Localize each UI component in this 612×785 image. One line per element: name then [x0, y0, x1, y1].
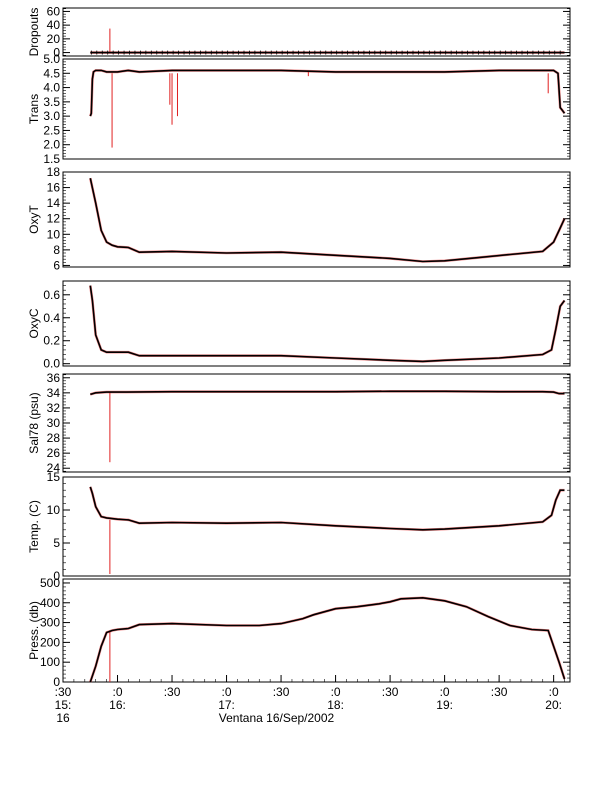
- y-tick-label: 40: [47, 18, 61, 32]
- y-axis-label: Dropouts: [27, 8, 41, 57]
- y-tick-label: 10: [47, 503, 61, 517]
- y-tick-label: 3.5: [43, 95, 60, 109]
- series-line: [89, 486, 565, 531]
- y-tick-label: 400: [40, 596, 60, 610]
- panel-6: 0 5 10 15 Temp. (C): [27, 470, 571, 583]
- x-tick-label: 15:: [55, 698, 72, 712]
- panel-frame: [62, 280, 571, 367]
- y-tick-label: 8: [53, 243, 60, 257]
- x-tick-label: :30: [273, 685, 290, 699]
- x-tick-label: :30: [164, 685, 181, 699]
- x-tick-label: 17:: [218, 698, 235, 712]
- x-tick-label: 16: [56, 711, 70, 725]
- y-tick-label: 300: [40, 616, 60, 630]
- y-tick-label: 60: [47, 4, 61, 18]
- y-axis-label: OxyT: [27, 205, 41, 234]
- y-tick-label: 1.5: [43, 152, 60, 166]
- x-tick-label: :30: [382, 685, 399, 699]
- panel-frame: [62, 58, 571, 160]
- raw-series-line: [89, 69, 566, 117]
- raw-series-line: [89, 177, 566, 263]
- y-tick-label: 15: [47, 470, 61, 484]
- y-tick-label: 0.0: [43, 357, 60, 371]
- y-tick-label: 5: [53, 536, 60, 550]
- y-tick-label: 6: [53, 258, 60, 272]
- panel-frame: [62, 578, 571, 683]
- y-tick-label: 26: [47, 446, 61, 460]
- series-line: [89, 285, 566, 363]
- x-tick-label: :0: [113, 685, 123, 699]
- x-tick-label: 20:: [545, 698, 562, 712]
- y-tick-label: 0.2: [43, 334, 60, 348]
- y-tick-label: 16: [47, 181, 61, 195]
- y-axis-label: Trans: [27, 94, 41, 124]
- y-tick-label: 14: [47, 196, 61, 210]
- series-line: [89, 69, 566, 117]
- y-tick-label: 24: [47, 461, 61, 475]
- y-tick-label: 500: [40, 576, 60, 590]
- y-tick-label: 0.4: [43, 311, 60, 325]
- y-tick-label: 0.6: [43, 288, 60, 302]
- y-tick-label: 2.0: [43, 138, 60, 152]
- y-tick-label: 0: [53, 569, 60, 583]
- y-tick-label: 30: [47, 416, 61, 430]
- x-tick-label: :30: [491, 685, 508, 699]
- y-tick-label: 2.5: [43, 123, 60, 137]
- panel-frame: [62, 476, 571, 577]
- x-tick-label: 18:: [327, 698, 344, 712]
- y-tick-label: 12: [47, 212, 61, 226]
- y-tick-label: 4.5: [43, 66, 60, 80]
- y-tick-label: 10: [47, 227, 61, 241]
- y-tick-label: 36: [47, 371, 61, 385]
- series-line: [89, 178, 566, 263]
- y-tick-label: 100: [40, 655, 60, 669]
- y-tick-label: 3.0: [43, 109, 60, 123]
- x-tick-label: :0: [549, 685, 559, 699]
- y-tick-label: 18: [47, 165, 61, 179]
- y-axis-label: Temp. (C): [27, 500, 41, 553]
- panel-frame: [62, 373, 571, 473]
- x-tick-label: :0: [440, 685, 450, 699]
- panel-2: 1.52.02.53.03.54.04.55.0 Trans: [27, 52, 571, 166]
- x-tick-label: 19:: [436, 698, 453, 712]
- y-tick-label: 0: [53, 675, 60, 689]
- y-tick-label: 4.0: [43, 81, 60, 95]
- y-tick-label: 28: [47, 431, 61, 445]
- series-line: [89, 596, 566, 683]
- y-tick-label: 20: [47, 32, 61, 46]
- x-tick-label: :0: [331, 685, 341, 699]
- raw-series-line: [89, 285, 566, 363]
- x-tick-label: 16:: [109, 698, 126, 712]
- y-axis-label: OxyC: [27, 308, 41, 338]
- panel-7: 0 100 200 300 400 500 Press. (db): [27, 576, 571, 689]
- panel-frame: [62, 171, 571, 268]
- x-tick-label: :30: [55, 685, 72, 699]
- x-axis: :3015:16:016::30:017::30:018::30:019::30…: [55, 675, 565, 725]
- x-tick-label: :0: [222, 685, 232, 699]
- y-tick-label: 34: [47, 386, 61, 400]
- y-tick-label: 32: [47, 401, 61, 415]
- y-axis-label: Press. (db): [27, 601, 41, 660]
- y-tick-label: 5.0: [43, 52, 60, 66]
- panel-frame: [62, 7, 571, 57]
- x-axis-title: Ventana 16/Sep/2002: [219, 711, 335, 725]
- chart-panels: 0204060Dropouts1.52.02.53.03.54.04.55.0T…: [27, 4, 571, 689]
- y-tick-label: 200: [40, 635, 60, 649]
- y-axis-label: Sal78 (psu): [27, 392, 41, 453]
- series-line: [90, 390, 565, 396]
- y-tick-label: 0: [53, 46, 60, 60]
